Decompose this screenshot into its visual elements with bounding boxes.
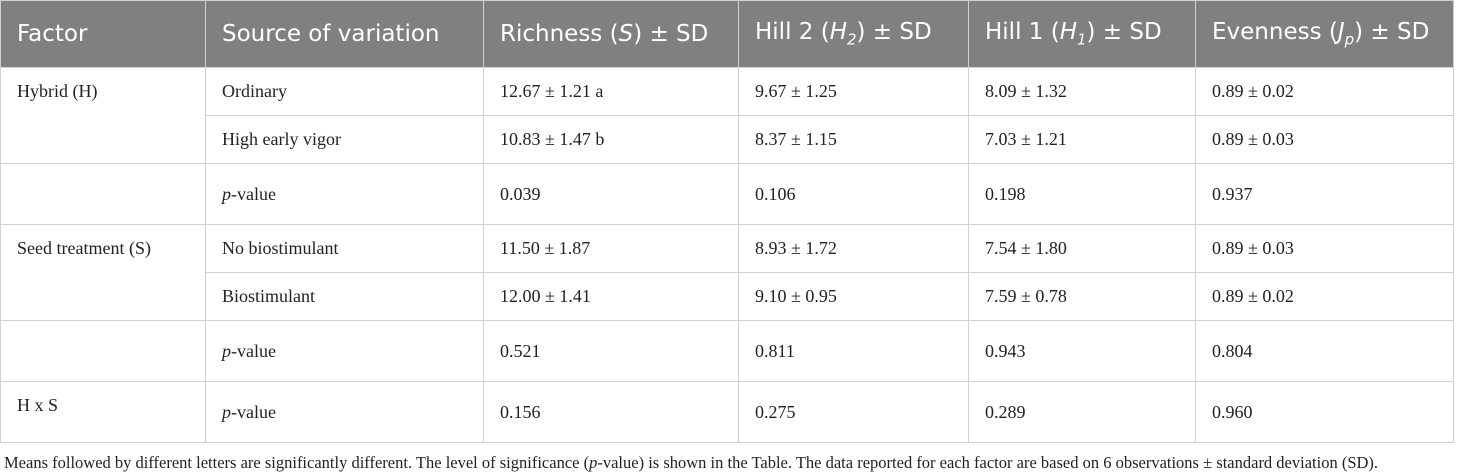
column-header: Hill 2 (H2) ± SD [738,0,969,68]
text-segment: 1 [1077,30,1087,49]
text-segment: J [1337,19,1345,46]
table-row: High early vigor 10.83 ± 1.47 b 8.37 ± 1.1… [1,115,1454,164]
column-header: Richness (S) ± SD [483,0,739,68]
table-cell: 0.198 [968,163,1196,225]
text-segment: Hill 2 ( [755,19,830,46]
table-cell: p-value [205,320,484,382]
table-row: p-value 0.039 0.106 0.198 0.937 [0,163,1454,225]
table-cell: 7.03 ± 1.21 [968,115,1196,164]
table-cell: 0.937 [1195,163,1454,225]
text-segment: ) ± SD [1086,19,1162,46]
text-segment: p [1344,30,1355,49]
table-cell: 0.89 ± 0.03 [1195,115,1454,164]
text-segment: 2 [847,30,857,49]
table-cell: 11.50 ± 1.87 [483,224,739,273]
text-segment: -value [231,340,276,361]
table-cell: 0.804 [1195,320,1454,382]
text-segment: H [1059,19,1077,46]
table-cell: Biostimulant [205,272,484,321]
text-segment: ) ± SD [633,21,709,47]
table-cell: 0.943 [968,320,1196,382]
table-cell: 12.67 ± 1.21 a [483,67,739,116]
table-cell: High early vigor [205,115,484,164]
data-table: Factor Source of variation Richness (S) ± … [0,0,1454,443]
text-segment: Evenness ( [1212,19,1338,46]
table-cell: 0.275 [738,381,969,443]
column-header: Hill 1 (H1) ± SD [968,0,1196,68]
table-cell: 0.89 ± 0.02 [1195,67,1454,116]
column-header: Factor [0,0,206,68]
text-segment: ) ± SD [856,19,932,46]
factor-cell: Hybrid (H) [0,67,206,164]
table-cell: 10.83 ± 1.47 b [483,115,739,164]
table-cell: No biostimulant [205,224,484,273]
text-segment: ) ± SD [1354,19,1430,46]
factor-cell: H x S [0,381,206,443]
factor-cell [0,320,206,382]
text-segment: Hill 1 ( [985,19,1060,46]
table-cell: 9.67 ± 1.25 [738,67,969,116]
column-header: Source of variation [205,0,484,68]
text-segment: -value [231,401,276,422]
table-cell: 9.10 ± 0.95 [738,272,969,321]
table-cell: 0.289 [968,381,1196,443]
table-cell: p-value [205,163,484,225]
table-cell: 7.54 ± 1.80 [968,224,1196,273]
text-segment: p [222,340,231,361]
table-cell: 12.00 ± 1.41 [483,272,739,321]
factor-cell: Seed treatment (S) [0,224,206,321]
table-row: Seed treatment (S) No biostimulant 11.50 ±… [0,224,1454,321]
table-cell: 0.960 [1195,381,1454,443]
text-segment: p [222,401,231,422]
table-cell: 0.89 ± 0.03 [1195,224,1454,273]
table-body: Hybrid (H) Ordinary 12.67 ± 1.21 a 9.67 ± 1… [0,67,1454,443]
table-cell: 8.09 ± 1.32 [968,67,1196,116]
table-cell: Ordinary [205,67,484,116]
table-cell: 0.156 [483,381,739,443]
text-segment: S [618,21,634,47]
text-segment: -value) is shown in the Table. The data … [597,453,1379,472]
table-cell: 0.039 [483,163,739,225]
text-segment: Means followed by different letters are … [4,453,590,472]
header-row: Factor Source of variation Richness (S) ± … [0,0,1454,68]
footnote: Means followed by different letters are … [0,443,1448,473]
table-cell: 8.37 ± 1.15 [738,115,969,164]
text-segment: p [222,183,231,204]
table-cell: 0.106 [738,163,969,225]
column-header: Evenness (Jp) ± SD [1195,0,1454,68]
text-segment: Richness ( [500,21,619,47]
text-segment: H [829,19,847,46]
table-cell: 8.93 ± 1.72 [738,224,969,273]
factor-cell [0,163,206,225]
table-cell: 0.521 [483,320,739,382]
table-cell: 0.89 ± 0.02 [1195,272,1454,321]
table-cell: p-value [205,381,484,443]
table-cell: 0.811 [738,320,969,382]
table-cell: 7.59 ± 0.78 [968,272,1196,321]
table-row: Hybrid (H) Ordinary 12.67 ± 1.21 a 9.67 ± 1… [0,67,1454,164]
text-segment: -value [231,183,276,204]
table-row: p-value 0.521 0.811 0.943 0.804 [0,320,1454,382]
table-row: Biostimulant 12.00 ± 1.41 9.10 ± 0.95 7.59 … [1,272,1454,321]
